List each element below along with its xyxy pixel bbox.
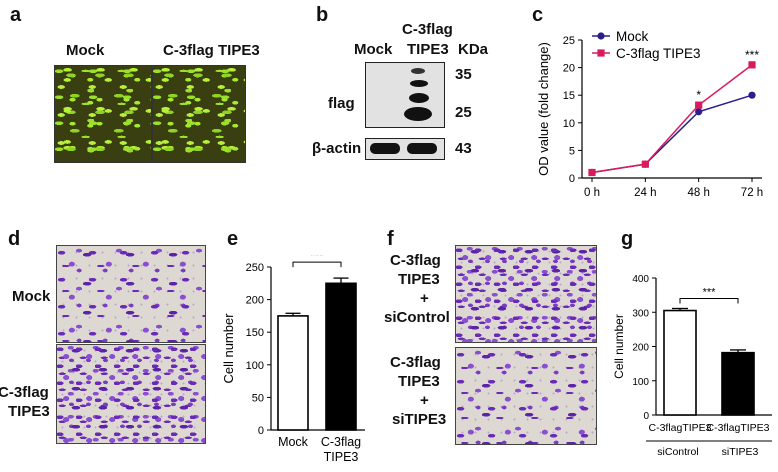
data-point <box>748 91 756 99</box>
blot-band <box>411 68 425 74</box>
group-label: siControl <box>657 446 698 458</box>
blot-col-mock: Mock <box>354 41 393 58</box>
blot-band <box>409 93 429 103</box>
panel-a-letter: a <box>10 4 22 26</box>
bar <box>721 351 755 416</box>
y-tick-label: 15 <box>563 90 575 102</box>
panel-f-letter: f <box>387 228 394 250</box>
data-point <box>695 108 703 116</box>
x-tick-label: C-3flag <box>321 435 361 449</box>
x-tick-label: 48 h <box>687 187 709 199</box>
y-axis-label: Cell number <box>612 314 626 379</box>
x-tick-label: 24 h <box>634 187 656 199</box>
y-tick-label: 5 <box>569 145 575 157</box>
x-tick-label: C-3flagTIPE3 <box>706 422 769 434</box>
y-tick-label: 100 <box>632 377 649 388</box>
chart-c: 0 5 10 15 20 25 0 h 24 h 48 h 72 h OD value (fold … <box>536 29 763 199</box>
legend-marker <box>597 32 605 40</box>
significance-marker: * <box>696 88 701 102</box>
chart-e: 0 50 100 150 200 250 Cell number *** Mock C-3flag… <box>221 255 365 464</box>
transwell-image-mock <box>56 245 206 343</box>
label-line: + <box>420 392 429 409</box>
y-tick-label: 400 <box>632 274 649 285</box>
y-tick-label: 0 <box>258 425 264 437</box>
x-tick-label: 0 h <box>584 187 600 199</box>
label-line: siControl <box>384 309 450 326</box>
y-tick-label: 150 <box>246 327 264 339</box>
bar <box>663 309 697 416</box>
panel-d-row-mock: Mock <box>12 288 51 305</box>
panel-g-letter: g <box>621 228 634 250</box>
data-point <box>695 101 703 109</box>
gfp-image-mock <box>54 65 152 163</box>
blot-band <box>407 143 437 154</box>
significance-bracket <box>679 297 739 304</box>
significance-marker: *** <box>745 48 759 62</box>
y-tick-label: 50 <box>252 392 264 404</box>
panel-e-letter: e <box>227 228 239 250</box>
blot-mw-25: 25 <box>455 104 472 121</box>
group-label: siTIPE3 <box>722 446 759 458</box>
label-line: TIPE3 <box>398 373 440 390</box>
panel-b-letter: b <box>316 4 329 26</box>
data-point <box>641 160 649 168</box>
chart-g: 0 100 200 300 400 Cell number *** C-3flagTIPE3C… <box>612 274 772 458</box>
y-tick-label: 200 <box>632 343 649 354</box>
blot-flag <box>365 62 445 128</box>
y-axis-label: OD value (fold change) <box>536 42 551 176</box>
y-axis-label: Cell number <box>221 313 236 384</box>
blot-actin <box>365 138 445 160</box>
transwell-image-sicontrol <box>455 245 597 343</box>
y-tick-label: 0 <box>569 173 575 185</box>
x-tick-label: 72 h <box>741 187 763 199</box>
y-tick-label: 20 <box>563 63 575 75</box>
blot-col-flag-1: C-3flag <box>402 21 453 38</box>
blot-row-flag: flag <box>328 95 355 112</box>
x-tick-label: C-3flagTIPE3 <box>648 422 711 434</box>
bar <box>325 282 357 431</box>
x-tick-label: TIPE3 <box>324 450 359 464</box>
blot-band <box>370 143 400 154</box>
panel-a-label-flag: C-3flag TIPE3 <box>163 42 260 59</box>
data-point <box>588 168 596 177</box>
blot-band <box>410 80 428 87</box>
bar <box>277 315 309 431</box>
panel-d-letter: d <box>8 228 21 250</box>
data-point <box>748 61 756 69</box>
series-line <box>591 64 753 174</box>
legend-label: Mock <box>616 29 649 44</box>
label-line: siTIPE3 <box>392 411 447 428</box>
label-line: C-3flag <box>390 252 441 269</box>
y-tick-label: 250 <box>246 262 264 274</box>
transwell-image-flag <box>56 344 206 444</box>
blot-row-actin: β-actin <box>312 140 362 157</box>
gfp-image-flag <box>152 65 246 163</box>
panel-c-letter: c <box>532 4 544 26</box>
y-tick-label: 300 <box>632 308 649 319</box>
y-tick-label: 0 <box>643 411 649 422</box>
x-tick-label: Mock <box>278 435 309 449</box>
panel-d-row-flag-1: C-3flag <box>0 384 49 401</box>
significance-marker: *** <box>311 255 325 262</box>
panel-a-label-mock: Mock <box>66 42 105 59</box>
label-line: + <box>420 290 429 307</box>
blot-col-flag-2: TIPE3 <box>407 41 449 58</box>
panel-d-row-flag-2: TIPE3 <box>8 403 50 420</box>
transwell-image-sitipe3 <box>455 347 597 445</box>
blot-mw-35: 35 <box>455 66 472 83</box>
blot-mw-43: 43 <box>455 140 472 157</box>
y-tick-label: 100 <box>246 360 264 372</box>
blot-band <box>404 107 432 121</box>
significance-marker: *** <box>703 286 717 298</box>
blot-kda-label: KDa <box>458 41 489 58</box>
legend-label: C-3flag TIPE3 <box>616 46 701 61</box>
y-tick-label: 200 <box>246 295 264 307</box>
legend-marker <box>597 49 605 57</box>
y-tick-label: 10 <box>563 118 575 130</box>
label-line: TIPE3 <box>398 271 440 288</box>
label-line: C-3flag <box>390 354 441 371</box>
significance-bracket <box>292 261 342 268</box>
y-tick-label: 25 <box>563 35 575 47</box>
